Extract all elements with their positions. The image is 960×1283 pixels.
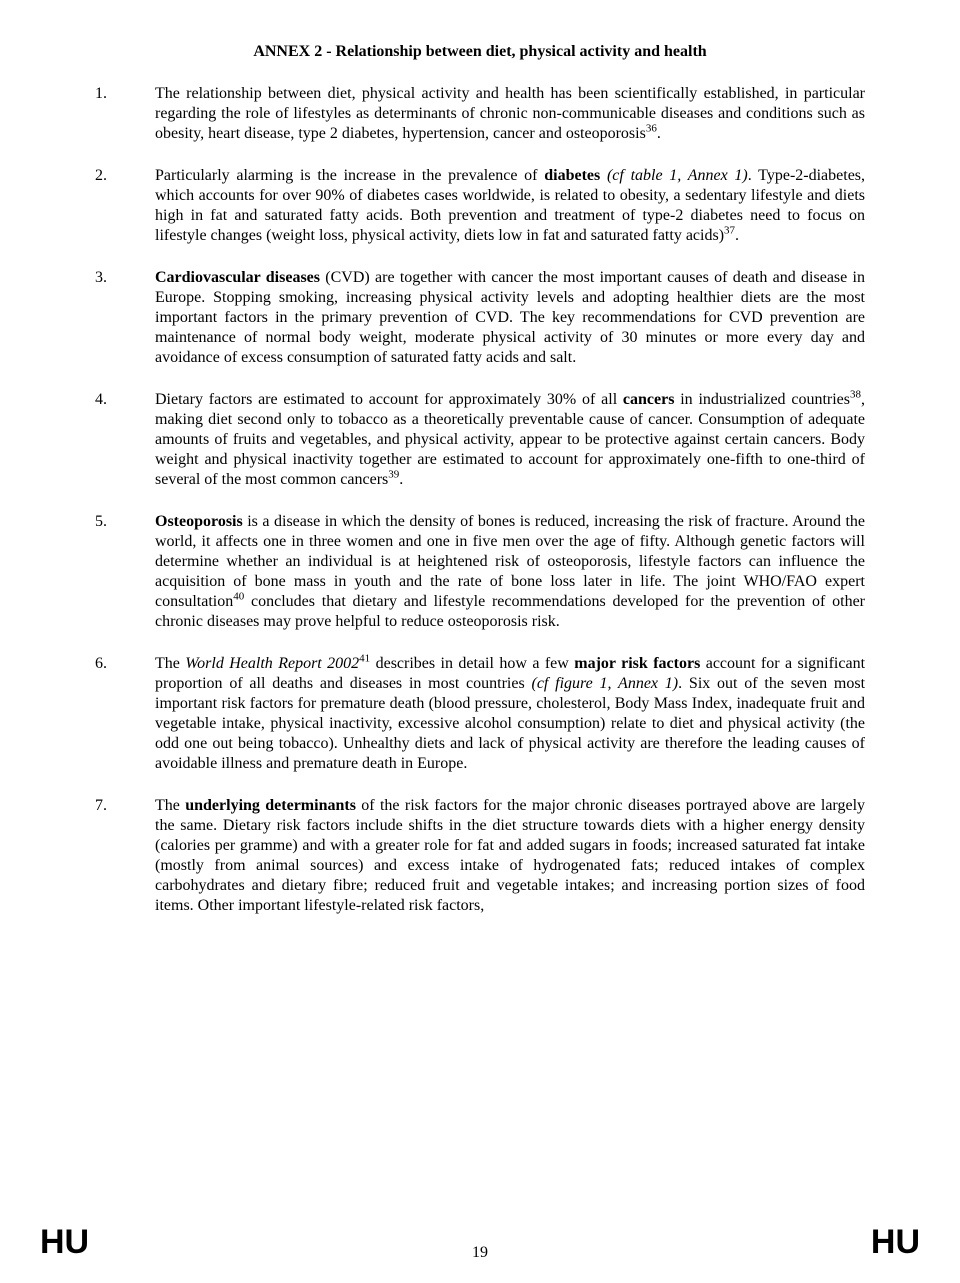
- item-number: 5.: [95, 512, 155, 632]
- list-item: 4.Dietary factors are estimated to accou…: [95, 390, 865, 490]
- list-item: 1.The relationship between diet, physica…: [95, 84, 865, 144]
- item-body: Osteoporosis is a disease in which the d…: [155, 512, 865, 632]
- list-item: 3.Cardiovascular diseases (CVD) are toge…: [95, 268, 865, 368]
- item-body: Particularly alarming is the increase in…: [155, 166, 865, 246]
- list-item: 7.The underlying determinants of the ris…: [95, 796, 865, 916]
- numbered-list: 1.The relationship between diet, physica…: [95, 84, 865, 916]
- item-body: The underlying determinants of the risk …: [155, 796, 865, 916]
- item-number: 6.: [95, 654, 155, 774]
- item-number: 2.: [95, 166, 155, 246]
- list-item: 2.Particularly alarming is the increase …: [95, 166, 865, 246]
- item-body: The relationship between diet, physical …: [155, 84, 865, 144]
- list-item: 6.The World Health Report 200241 describ…: [95, 654, 865, 774]
- footer-page-number: 19: [0, 1243, 960, 1263]
- item-number: 1.: [95, 84, 155, 144]
- item-number: 7.: [95, 796, 155, 916]
- item-body: Cardiovascular diseases (CVD) are togeth…: [155, 268, 865, 368]
- document-page: ANNEX 2 - Relationship between diet, phy…: [0, 0, 960, 1283]
- item-body: Dietary factors are estimated to account…: [155, 390, 865, 490]
- page-title: ANNEX 2 - Relationship between diet, phy…: [95, 42, 865, 62]
- item-body: The World Health Report 200241 describes…: [155, 654, 865, 774]
- item-number: 3.: [95, 268, 155, 368]
- list-item: 5.Osteoporosis is a disease in which the…: [95, 512, 865, 632]
- item-number: 4.: [95, 390, 155, 490]
- footer-right: HU: [871, 1221, 920, 1264]
